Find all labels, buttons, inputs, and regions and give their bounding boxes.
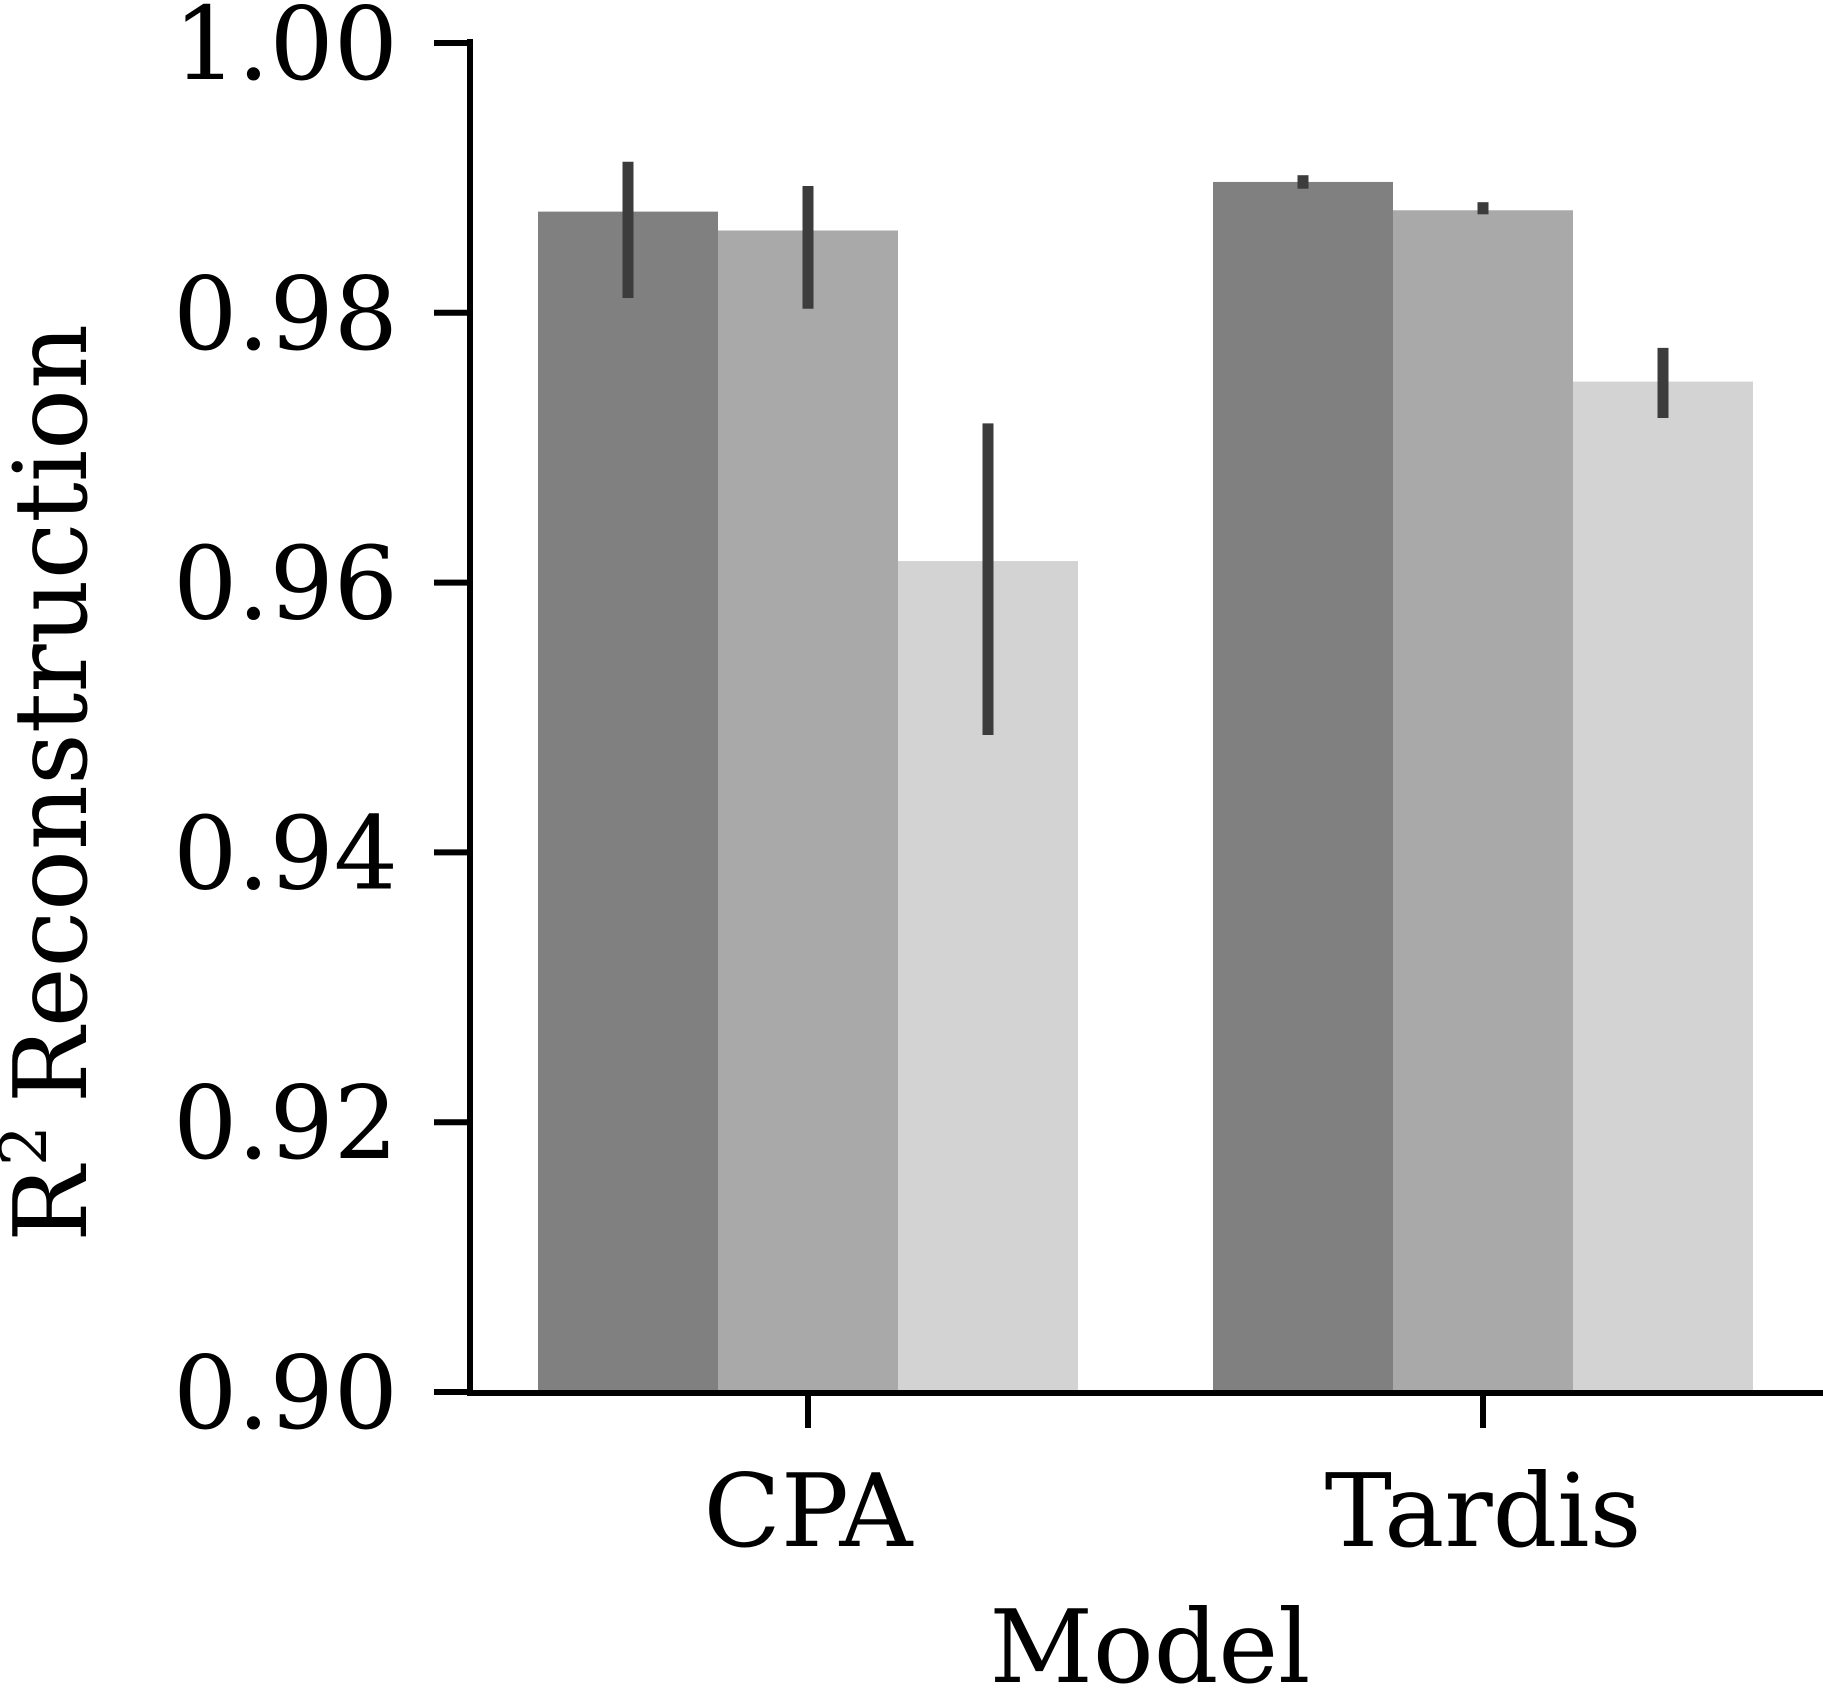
bar-tardis-2 bbox=[1393, 210, 1573, 1392]
bar-cpa-1 bbox=[538, 211, 718, 1392]
axes-layer bbox=[467, 39, 1823, 1396]
y-axis-label-base: R bbox=[0, 1163, 110, 1242]
y-axis-label: R2 Reconstruction bbox=[0, 324, 110, 1242]
y-axis-label-superscript: 2 bbox=[0, 1125, 62, 1166]
y-tick-label: 1.00 bbox=[173, 0, 398, 103]
y-tick-label: 0.92 bbox=[173, 1064, 398, 1182]
y-axis-label-rest: Reconstruction bbox=[0, 324, 110, 1103]
y-ticks-layer: 0.90 0.92 0.94 0.96 0.98 1.00 bbox=[173, 0, 470, 1452]
error-bars-layer bbox=[622, 161, 1669, 736]
x-tick-label-cpa: CPA bbox=[704, 1452, 914, 1570]
bar-cpa-2 bbox=[718, 230, 898, 1393]
y-tick-label: 0.90 bbox=[173, 1334, 398, 1452]
x-ticks-layer: CPA Tardis bbox=[704, 1392, 1642, 1570]
y-tick-label: 0.96 bbox=[173, 525, 398, 643]
bar-tardis-1 bbox=[1213, 181, 1393, 1392]
x-axis-label: Model bbox=[990, 1588, 1311, 1688]
y-tick-label: 0.98 bbox=[173, 255, 398, 373]
x-tick-label-tardis: Tardis bbox=[1325, 1452, 1642, 1570]
y-tick-label: 0.94 bbox=[173, 794, 398, 912]
bar-tardis-3 bbox=[1573, 381, 1753, 1392]
bars-layer bbox=[538, 181, 1753, 1393]
